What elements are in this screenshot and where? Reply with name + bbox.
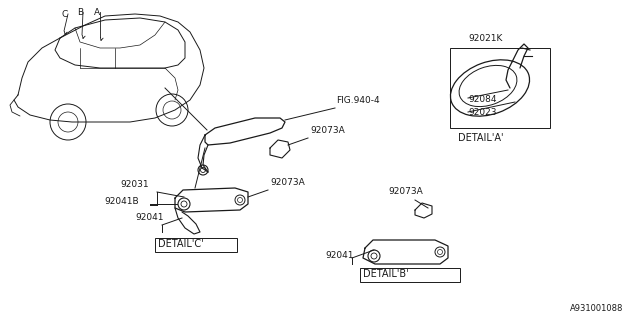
Text: DETAIL'C': DETAIL'C'	[158, 239, 204, 249]
Text: 92021K: 92021K	[468, 34, 502, 43]
Text: 92041: 92041	[325, 251, 353, 260]
Text: 92041B: 92041B	[104, 196, 139, 205]
Text: C: C	[62, 10, 68, 19]
Text: 92073A: 92073A	[270, 178, 305, 187]
Bar	[155, 238, 237, 252]
Text: B: B	[77, 8, 83, 17]
Text: A: A	[94, 8, 100, 17]
Text: 92023: 92023	[468, 108, 497, 117]
Text: 92073A: 92073A	[388, 187, 423, 196]
Text: 92084: 92084	[468, 95, 497, 104]
Text: A931001088: A931001088	[570, 304, 623, 313]
Bar	[360, 268, 460, 282]
Text: DETAIL'A': DETAIL'A'	[458, 133, 504, 143]
Text: FIG.940-4: FIG.940-4	[336, 96, 380, 105]
Bar	[450, 48, 550, 128]
Text: 92041: 92041	[135, 213, 163, 222]
Text: 92073A: 92073A	[310, 126, 345, 135]
Text: DETAIL'B': DETAIL'B'	[363, 269, 408, 279]
Text: 92031: 92031	[120, 180, 148, 189]
